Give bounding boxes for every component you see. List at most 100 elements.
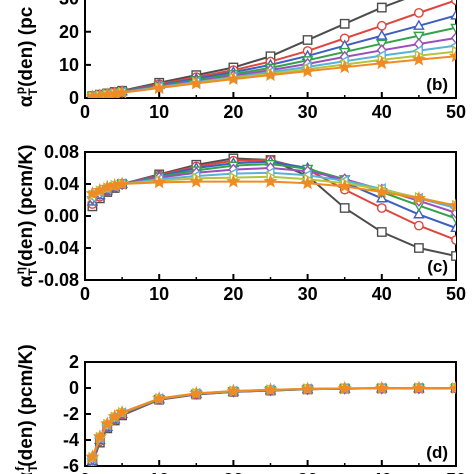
- panel-0-series-0-line: [92, 0, 405, 97]
- panel-0-series-3-point: [450, 23, 456, 35]
- panel-0-series-0-point: [302, 35, 313, 45]
- panel-2-series-7-point: [448, 380, 456, 395]
- panel-2-series-4-line: [91, 387, 456, 460]
- panel-1-ytick-label: 0.00: [44, 206, 79, 226]
- panel-1-ylabel-symbol: α: [16, 275, 37, 287]
- panel-0-ytick-label: 10: [59, 55, 79, 75]
- panel-1-series-7-point: [374, 184, 389, 199]
- panel-1-ytick-label: 0.04: [44, 174, 79, 194]
- panel-2-series-7-point: [337, 380, 352, 395]
- panel-0-series-1-point: [451, 0, 456, 6]
- panel-2-series-0-line: [91, 387, 456, 464]
- panel-0-series-2-point: [413, 19, 425, 30]
- panel-1-xtick-label: 10: [149, 284, 169, 304]
- panel-1-label: (c): [427, 257, 448, 276]
- panel-0-series-7-point: [300, 63, 315, 78]
- panel-0-ylabel-text: (den) (pc: [16, 6, 37, 87]
- panel-2-xtick-label: 40: [372, 470, 392, 474]
- panel-1-series-7-point: [263, 174, 278, 188]
- panel-2-series-7-point: [300, 381, 315, 395]
- panel-1-xtick-label: 30: [298, 284, 318, 304]
- panel-0-series-1-point: [413, 7, 424, 18]
- panel-0-ytick-label: 0: [69, 88, 79, 108]
- panel-0-series-7-point: [337, 59, 352, 74]
- panel-0-series-4-point: [450, 31, 456, 45]
- panel-0-label: (b): [426, 75, 448, 94]
- panel-2-ytick-label: -6: [63, 456, 79, 474]
- panel-1-series-0-point: [451, 251, 456, 261]
- panel-0-xtick-label: 50: [446, 102, 466, 122]
- panel-1-ytick-label: -0.08: [38, 270, 79, 290]
- panel-1-ylabel-sub: T: [26, 268, 40, 276]
- panel-1-series-2-point: [450, 221, 456, 233]
- panel-0-series-1-line: [92, 0, 456, 98]
- panel-0-ylabel-symbol: α: [16, 95, 37, 107]
- panel-1-series-7-point: [115, 176, 130, 191]
- panel-0-xtick-label: 10: [149, 102, 169, 122]
- panel-0-ylabel-sub: T: [26, 88, 40, 96]
- panel-2-series-7-point: [374, 380, 389, 395]
- panel-1-series-1-point: [451, 235, 456, 245]
- panel-2-xtick-label: 50: [446, 470, 466, 474]
- panel-1-series-0-point: [376, 227, 387, 237]
- panel-1-plot-area: [85, 153, 456, 261]
- panel-0-series-7-point: [226, 71, 241, 86]
- panel-1-xtick-label: 0: [80, 284, 90, 304]
- panel-2-series-7-point: [226, 383, 241, 398]
- panel-0-series-1-point: [376, 20, 387, 31]
- panel-0-ytick-label: 30: [59, 0, 79, 9]
- panel-2-series-7-point: [411, 380, 426, 395]
- panel-1-ytick-label: 0.08: [44, 142, 79, 162]
- panel-1-series-7-point: [85, 186, 100, 200]
- panel-2-label: (d): [426, 443, 448, 462]
- panel-0-series-0-point: [339, 18, 350, 29]
- panel-0-series-7-point: [263, 67, 278, 82]
- panel-2: 0 10 20 30 40 50 -6 -4 -2 0 2 (d) αTf(den) (pcm/K): [13, 344, 466, 474]
- panel-0-xtick-label: 30: [298, 102, 318, 122]
- panel-2-ytick-label: 0: [69, 378, 79, 398]
- panel-0-series-7-point: [374, 55, 389, 70]
- panel-1-series-7-point: [300, 175, 315, 190]
- panel-1-series-2-point: [413, 208, 425, 219]
- panel-1-xtick-label: 50: [446, 284, 466, 304]
- panel-2-ytick-label: -4: [63, 430, 79, 450]
- panel-0-xtick-label: 40: [372, 102, 392, 122]
- panel-2-series-7-point: [92, 429, 107, 443]
- panel-2-ytick-label: -2: [63, 404, 79, 424]
- panel-0-series-7-point: [189, 75, 204, 90]
- panel-2-ylabel-sub: T: [26, 464, 40, 472]
- panel-0-xtick-label: 20: [223, 102, 243, 122]
- panel-0-ytick-label: 20: [59, 22, 79, 42]
- panel-2-series-7-point: [152, 391, 167, 405]
- panel-1-ylabel-text: (den) (pcm/K): [16, 145, 37, 267]
- panel-0-series-3-point: [413, 31, 425, 42]
- panel-2-series-7-point: [107, 409, 122, 423]
- panel-2-series-7-point: [263, 382, 278, 396]
- panel-1-series-7-point: [226, 174, 241, 188]
- panel-0-series-7-point: [152, 80, 167, 95]
- panel-2-series-7-point: [85, 449, 100, 463]
- panel-1-series-1-point: [376, 203, 387, 213]
- panel-1-series-7-point: [337, 178, 352, 193]
- panel-2-series-1-line: [91, 387, 456, 463]
- panel-0-series-2-point: [375, 29, 388, 40]
- panel-2-ylabel-sup: f: [13, 466, 27, 471]
- panel-1-ylabel: αTη(den) (pcm/K): [13, 145, 40, 288]
- panel-1-series-7-point: [448, 198, 456, 212]
- panel-1: 0 10 20 30 40 50 -0.08 -0.04 0.00 0.04 0.08 (c) αTη(…: [13, 142, 466, 304]
- panel-2-series-7-point: [189, 385, 204, 400]
- panel-0-series-7-point: [115, 85, 130, 98]
- panel-2-series-5-line: [91, 387, 456, 459]
- panel-2-plot-area: [85, 380, 456, 466]
- panel-1-series-7-point: [411, 190, 426, 205]
- panel-2-ytick-label: 2: [69, 352, 79, 372]
- panel-1-series-7-point: [189, 174, 204, 188]
- panel-1-series-1-point: [413, 220, 424, 231]
- panel-2-xtick-label: 20: [223, 470, 243, 474]
- panel-0-series-0-point: [376, 2, 387, 13]
- panel-1-xtick-label: 20: [223, 284, 243, 304]
- panel-0-ylabel-sup: p: [13, 87, 27, 94]
- panel-2-ylabel-text: (den) (pcm/K): [16, 344, 37, 466]
- panel-0-plot-area: [85, 0, 456, 98]
